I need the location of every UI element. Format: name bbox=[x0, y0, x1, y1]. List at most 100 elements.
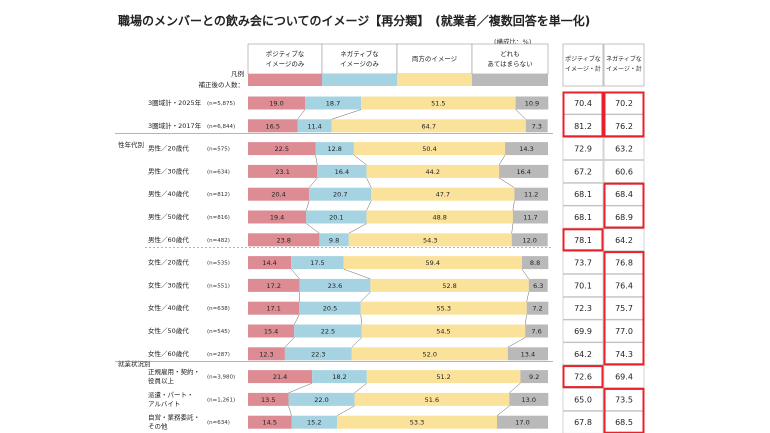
summary-value: 76.4 bbox=[615, 281, 633, 290]
bar-segment bbox=[351, 347, 508, 361]
bar-value-label: 22.3 bbox=[311, 350, 325, 358]
bar-segment bbox=[331, 119, 526, 133]
row-label: 男性／40歳代 bbox=[148, 189, 189, 198]
bar-value-label: 55.3 bbox=[437, 305, 451, 313]
bar-value-label: 12.3 bbox=[259, 350, 273, 358]
legend-swatch bbox=[472, 74, 548, 86]
row-n: (n=3,980) bbox=[207, 375, 235, 381]
bar-segment bbox=[521, 256, 549, 270]
bar-connector bbox=[509, 382, 521, 394]
bar-value-label: 14.5 bbox=[263, 419, 277, 427]
highlight-boxes bbox=[562, 91, 645, 433]
bar-connector bbox=[348, 223, 367, 234]
bar-connector bbox=[315, 155, 318, 165]
row-label: 女性／20歳代 bbox=[148, 258, 189, 267]
summary-value: 68.4 bbox=[615, 190, 633, 199]
summary-header-label: ポジティブなイメージ・計 bbox=[565, 55, 601, 73]
bar-connector bbox=[526, 291, 530, 302]
row-label: 3圏域計・2017年 bbox=[148, 121, 202, 130]
bar-connector bbox=[498, 177, 515, 188]
highlight-box bbox=[562, 91, 604, 138]
bar-segment bbox=[299, 278, 371, 292]
bar-segment bbox=[337, 415, 497, 429]
summary-cell bbox=[603, 228, 645, 252]
bar-segment bbox=[248, 96, 305, 110]
bar-value-label: 7.6 bbox=[531, 328, 541, 336]
bar-value-label: 52.0 bbox=[423, 350, 437, 358]
bar-value-label: 9.2 bbox=[529, 373, 539, 381]
summary-cell bbox=[562, 137, 604, 160]
row-label: 女性／30歳代 bbox=[148, 280, 189, 289]
header-cell bbox=[321, 43, 398, 75]
bar-value-label: 20.4 bbox=[271, 191, 285, 199]
summary-cell bbox=[562, 319, 604, 343]
bar-value-label: 13.5 bbox=[261, 396, 275, 404]
column-header-label: ポジティブなイメージのみ bbox=[266, 49, 305, 68]
bar-value-label: 18.2 bbox=[332, 373, 346, 381]
row-label: 正規雇用・契約・役員以上 bbox=[148, 367, 200, 385]
bar-segment bbox=[248, 392, 289, 406]
bar-segment bbox=[309, 187, 372, 201]
bar-connector bbox=[351, 337, 362, 348]
bar-connector bbox=[288, 382, 313, 394]
bar-segment bbox=[297, 119, 332, 133]
bar-segment bbox=[305, 96, 362, 110]
bar-segment bbox=[499, 164, 549, 178]
bar-segment bbox=[248, 142, 316, 156]
row-n: (n=551) bbox=[207, 283, 230, 289]
bar-value-label: 54.3 bbox=[423, 236, 437, 244]
bar-connector bbox=[309, 177, 318, 188]
chart-row: 女性／20歳代 (n=535) 14.4 17.5 59.4 8.8 bbox=[148, 256, 549, 270]
chart-row: 正規雇用・契約・役員以上 (n=3,980) 21.4 18.2 51.2 9.2 bbox=[148, 367, 548, 385]
bar-segment bbox=[288, 392, 355, 406]
summary-value: 72.3 bbox=[574, 304, 592, 313]
bar-segment bbox=[315, 142, 354, 156]
row-n: (n=287) bbox=[207, 352, 230, 358]
summary-value: 77.0 bbox=[615, 327, 633, 336]
bar-connector bbox=[496, 405, 510, 416]
bar-value-label: 14.4 bbox=[262, 259, 276, 267]
bar-value-label: 21.4 bbox=[273, 373, 287, 381]
summary-value: 73.5 bbox=[615, 395, 633, 404]
row-n: (n=545) bbox=[207, 329, 230, 335]
bar-connector bbox=[515, 109, 526, 120]
row-n: (n=6,844) bbox=[207, 124, 235, 130]
group-label: 性年代別 bbox=[118, 140, 144, 149]
row-n: (n=638) bbox=[207, 306, 230, 312]
bar-value-label: 15.2 bbox=[307, 419, 321, 427]
bar-value-label: 48.8 bbox=[432, 214, 446, 222]
bar-value-label: 17.5 bbox=[310, 259, 324, 267]
bar-value-label: 7.3 bbox=[532, 122, 542, 130]
bar-value-label: 54.5 bbox=[436, 328, 450, 336]
summary-cell bbox=[562, 410, 604, 433]
unit-note: (構成比：%) bbox=[494, 38, 532, 46]
bar-segment bbox=[505, 142, 548, 156]
summary-cell bbox=[562, 274, 604, 297]
bar-value-label: 11.2 bbox=[524, 191, 538, 199]
bar-segment bbox=[511, 233, 548, 247]
bar-connector bbox=[511, 223, 514, 234]
bar-connector bbox=[360, 291, 371, 302]
bar-segment bbox=[248, 347, 285, 361]
bar-connector bbox=[524, 314, 527, 325]
bar-value-label: 22.5 bbox=[275, 145, 289, 153]
bar-segment bbox=[371, 187, 515, 201]
bar-segment bbox=[299, 301, 361, 315]
bar-segment bbox=[526, 301, 549, 315]
bar-value-label: 22.0 bbox=[314, 396, 328, 404]
bar-segment bbox=[525, 119, 548, 133]
bar-value-label: 14.3 bbox=[519, 145, 533, 153]
legend-swatch bbox=[322, 74, 397, 86]
highlight-box bbox=[603, 251, 645, 366]
bar-segment bbox=[248, 119, 298, 133]
chart-row: 男性／60歳代 (n=482) 23.8 9.8 54.3 12.0 bbox=[148, 233, 548, 247]
summary-value: 68.9 bbox=[615, 213, 633, 222]
chart-row: 女性／40歳代 (n=638) 17.1 20.5 55.3 7.2 bbox=[148, 301, 549, 315]
bar-value-label: 12.0 bbox=[522, 236, 536, 244]
summary-value: 73.7 bbox=[574, 259, 592, 268]
bar-value-label: 44.2 bbox=[426, 168, 440, 176]
summary-value: 76.8 bbox=[615, 259, 633, 268]
bar-segment bbox=[248, 164, 318, 178]
column-header-label: 両方のイメージ bbox=[412, 54, 458, 63]
